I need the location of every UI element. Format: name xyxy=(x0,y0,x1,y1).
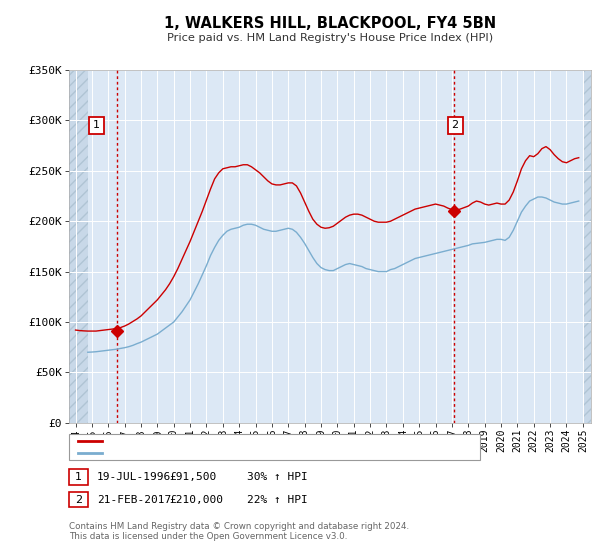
Text: 2: 2 xyxy=(452,120,459,130)
Text: 1: 1 xyxy=(75,472,82,482)
Text: Contains HM Land Registry data © Crown copyright and database right 2024.
This d: Contains HM Land Registry data © Crown c… xyxy=(69,522,409,542)
Text: 19-JUL-1996: 19-JUL-1996 xyxy=(97,472,172,482)
Text: 2: 2 xyxy=(75,494,82,505)
Text: 22% ↑ HPI: 22% ↑ HPI xyxy=(247,494,308,505)
Text: 1, WALKERS HILL, BLACKPOOL, FY4 5BN: 1, WALKERS HILL, BLACKPOOL, FY4 5BN xyxy=(164,16,496,31)
Bar xyxy=(69,70,88,423)
Text: 1, WALKERS HILL, BLACKPOOL, FY4 5BN (detached house): 1, WALKERS HILL, BLACKPOOL, FY4 5BN (det… xyxy=(108,436,410,446)
Text: Price paid vs. HM Land Registry's House Price Index (HPI): Price paid vs. HM Land Registry's House … xyxy=(167,32,493,43)
Text: 30% ↑ HPI: 30% ↑ HPI xyxy=(247,472,308,482)
Text: HPI: Average price, detached house, Blackpool: HPI: Average price, detached house, Blac… xyxy=(108,448,352,458)
Text: £91,500: £91,500 xyxy=(169,472,217,482)
Text: 1: 1 xyxy=(94,120,100,130)
Text: £210,000: £210,000 xyxy=(169,494,223,505)
Bar xyxy=(583,70,591,423)
Text: 21-FEB-2017: 21-FEB-2017 xyxy=(97,494,172,505)
